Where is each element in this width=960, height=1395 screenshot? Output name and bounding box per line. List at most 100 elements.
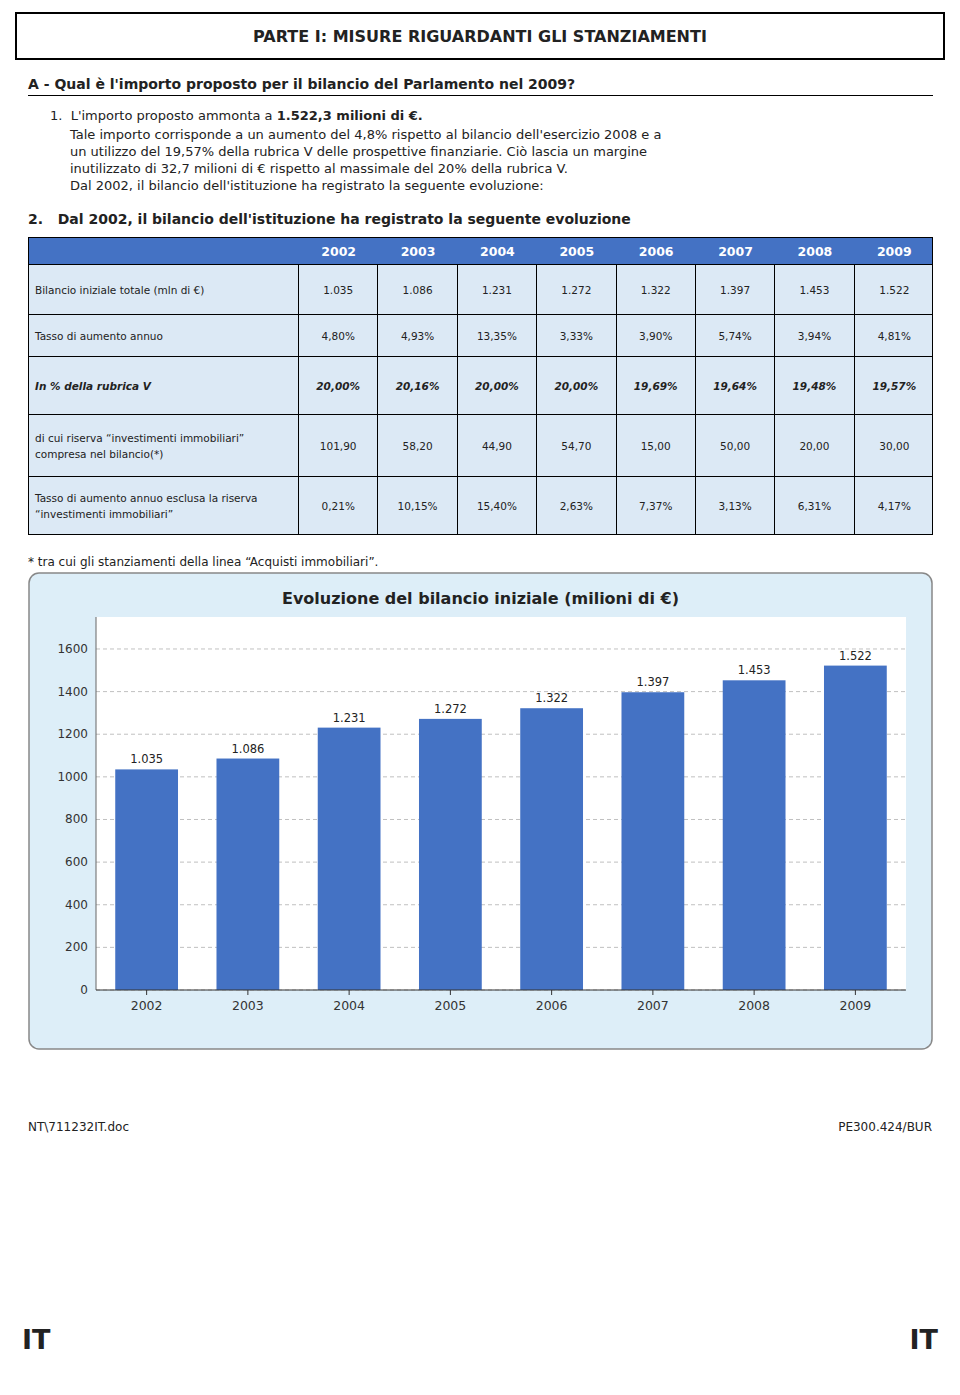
- x-tick: [754, 990, 755, 995]
- bar: [824, 666, 887, 990]
- paragraph-line: Tale importo corrisponde a un aumento de…: [70, 127, 661, 142]
- table-header: 20022003200420052006200720082009: [28, 237, 933, 265]
- x-tick-label: 2008: [738, 998, 770, 1013]
- data-label: 1.453: [738, 663, 771, 677]
- table-cell: 0,21%: [299, 477, 378, 534]
- y-tick-label: 400: [65, 898, 88, 912]
- table-cell: 19,57%: [855, 357, 934, 414]
- table-header-cell: 2008: [775, 238, 854, 264]
- y-tick-label: 0: [80, 983, 88, 997]
- title-text: PARTE I: MISURE RIGUARDANTI GLI STANZIAM…: [253, 27, 707, 46]
- table-cell: 4,93%: [378, 315, 457, 356]
- table-cell: 1.272: [537, 265, 616, 314]
- table-header-cell: 2006: [617, 238, 696, 264]
- bar-chart: Evoluzione del bilancio iniziale (milion…: [28, 572, 933, 1050]
- y-tick-label: 1200: [57, 727, 88, 741]
- table-header-cell: 2003: [378, 238, 457, 264]
- paragraph-line: un utilizzo del 19,57% della rubrica V d…: [70, 144, 647, 159]
- y-tick-label: 1000: [57, 770, 88, 784]
- table-cell: 19,48%: [775, 357, 854, 414]
- table-row-label: di cui riserva “investimenti immobiliari…: [29, 415, 299, 476]
- table-row-label: In % della rubrica V: [29, 357, 299, 414]
- data-label: 1.035: [130, 752, 163, 766]
- data-label: 1.086: [231, 742, 264, 756]
- table-row-label-line: Tasso di aumento annuo esclusa la riserv…: [35, 490, 298, 506]
- table-row: di cui riserva “investimenti immobiliari…: [28, 415, 933, 477]
- table-row-label-line: “investimenti immobiliari”: [35, 506, 298, 522]
- footer-right: PE300.424/BUR: [838, 1120, 932, 1134]
- table-row-label-line: di cui riserva “investimenti immobiliari…: [35, 430, 298, 446]
- table-cell: 20,00%: [458, 357, 537, 414]
- x-tick: [855, 990, 856, 995]
- table-cell: 10,15%: [378, 477, 457, 534]
- table-row-label-line: In % della rubrica V: [35, 378, 298, 394]
- table-header-cell: 2007: [696, 238, 775, 264]
- table-cell: 101,90: [299, 415, 378, 476]
- x-tick: [146, 990, 147, 995]
- x-tick-label: 2009: [839, 998, 871, 1013]
- table-cell: 1.453: [775, 265, 854, 314]
- paragraph: 1. L'importo proposto ammonta a 1.522,3 …: [50, 108, 423, 123]
- y-tick-label: 1400: [57, 685, 88, 699]
- table-cell: 6,31%: [775, 477, 854, 534]
- table-cell: 4,81%: [855, 315, 934, 356]
- y-tick-label: 200: [65, 940, 88, 954]
- table-cell: 1.086: [378, 265, 457, 314]
- table-cell: 1.522: [855, 265, 934, 314]
- x-tick: [652, 990, 653, 995]
- bar: [115, 769, 178, 990]
- section-heading: A - Qual è l'importo proposto per il bil…: [28, 76, 575, 92]
- table-cell: 1.397: [696, 265, 775, 314]
- paragraph-line: inutilizzato di 32,7 milioni di € rispet…: [70, 161, 568, 176]
- bar: [520, 708, 583, 990]
- table-cell: 4,17%: [855, 477, 934, 534]
- table-cell: 3,90%: [617, 315, 696, 356]
- title-box: PARTE I: MISURE RIGUARDANTI GLI STANZIAM…: [15, 12, 945, 60]
- underline: [28, 95, 933, 96]
- bar: [318, 728, 381, 990]
- table-row-label-line: compresa nel bilancio(*): [35, 446, 298, 462]
- y-axis-line: [96, 617, 97, 990]
- table-cell: 44,90: [458, 415, 537, 476]
- x-tick: [349, 990, 350, 995]
- paragraph-text: 1. L'importo proposto ammonta a: [50, 108, 277, 123]
- data-label: 1.272: [434, 702, 467, 716]
- table-cell: 5,74%: [696, 315, 775, 356]
- table-cell: 3,13%: [696, 477, 775, 534]
- bar: [621, 692, 684, 990]
- table-cell: 20,00%: [537, 357, 616, 414]
- paragraph-line: Dal 2002, il bilancio dell'istituzione h…: [70, 178, 544, 193]
- section-heading: 2. Dal 2002, il bilancio dell'istituzion…: [28, 211, 631, 227]
- table-row: Tasso di aumento annuo4,80%4,93%13,35%3,…: [28, 315, 933, 357]
- x-tick-label: 2007: [637, 998, 669, 1013]
- x-tick-label: 2004: [333, 998, 365, 1013]
- table-row-label: Tasso di aumento annuo: [29, 315, 299, 356]
- table-cell: 19,69%: [617, 357, 696, 414]
- chart-title: Evoluzione del bilancio iniziale (milion…: [282, 589, 679, 608]
- bar: [723, 680, 786, 990]
- x-tick: [450, 990, 451, 995]
- x-tick: [247, 990, 248, 995]
- table-cell: 54,70: [537, 415, 616, 476]
- table-row-label: Tasso di aumento annuo esclusa la riserv…: [29, 477, 299, 534]
- table-cell: 20,00%: [299, 357, 378, 414]
- data-label: 1.397: [636, 675, 669, 689]
- footer-language: IT: [910, 1324, 938, 1355]
- table-cell: 50,00: [696, 415, 775, 476]
- y-tick-label: 600: [65, 855, 88, 869]
- table-header-cell: 2004: [458, 238, 537, 264]
- x-tick-label: 2005: [434, 998, 466, 1013]
- table-cell: 20,16%: [378, 357, 457, 414]
- data-label: 1.522: [839, 649, 872, 663]
- table-header-cell: 2002: [299, 238, 378, 264]
- table-cell: 7,37%: [617, 477, 696, 534]
- table-cell: 19,64%: [696, 357, 775, 414]
- table-cell: 13,35%: [458, 315, 537, 356]
- bars: [115, 666, 887, 990]
- data-table: 20022003200420052006200720082009Bilancio…: [28, 237, 933, 537]
- table-row: Bilancio iniziale totale (mln di €)1.035…: [28, 265, 933, 315]
- table-cell: 30,00: [855, 415, 934, 476]
- table-row-label-line: Tasso di aumento annuo: [35, 328, 298, 344]
- bar: [419, 719, 482, 990]
- y-tick-label: 1600: [57, 642, 88, 656]
